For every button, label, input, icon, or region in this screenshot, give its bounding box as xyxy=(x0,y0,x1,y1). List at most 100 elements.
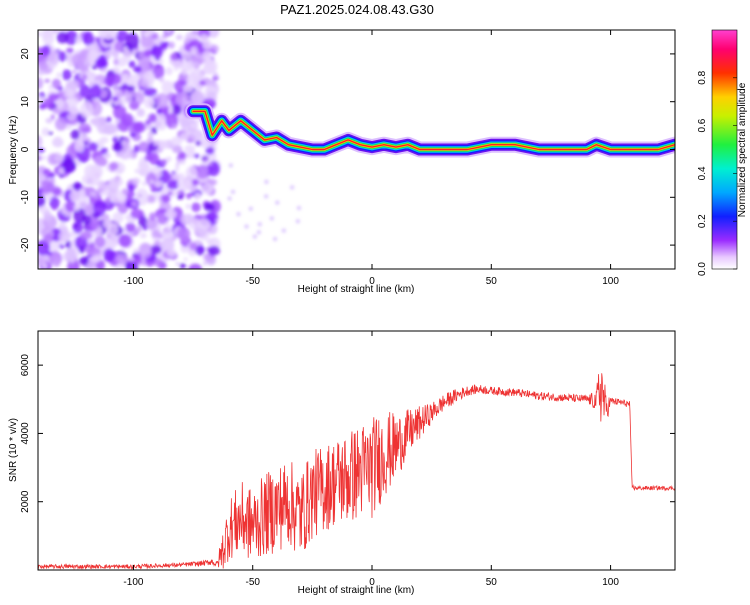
noise-blob xyxy=(47,49,60,65)
noise-blob xyxy=(82,74,88,81)
noise-blob xyxy=(79,84,91,98)
noise-blob xyxy=(132,121,146,133)
noise-blob xyxy=(185,165,198,180)
noise-blob xyxy=(114,119,121,124)
y-tick-label: 4000 xyxy=(20,422,31,445)
noise-blob xyxy=(183,83,194,93)
noise-blob xyxy=(256,230,261,235)
x-tick-label: -100 xyxy=(123,577,143,588)
noise-blob xyxy=(49,196,60,210)
noise-blob xyxy=(144,97,155,109)
noise-blob xyxy=(131,152,137,157)
colorbar-tick-label: 0.4 xyxy=(697,166,708,180)
noise-blob xyxy=(138,242,153,259)
noise-blob xyxy=(54,154,65,163)
noise-blob xyxy=(194,196,199,201)
noise-blob xyxy=(195,164,210,179)
snr-xlabel: Height of straight line (km) xyxy=(298,585,415,596)
noise-blob xyxy=(133,65,142,73)
noise-blob xyxy=(207,245,220,256)
spectrogram-xlabel: Height of straight line (km) xyxy=(298,284,415,295)
frequency-ridge-layer xyxy=(185,103,675,158)
noise-blob xyxy=(76,162,82,167)
figure-title: PAZ1.2025.024.08.43.G30 xyxy=(280,2,434,17)
noise-blob xyxy=(281,228,286,233)
noise-blob xyxy=(150,45,163,59)
noise-blob xyxy=(174,165,180,172)
noise-blob xyxy=(185,203,191,210)
noise-blob xyxy=(176,194,184,200)
noise-blob xyxy=(116,92,121,97)
noise-speckle-layer xyxy=(38,30,301,269)
noise-blob xyxy=(164,209,177,220)
noise-blob xyxy=(206,203,215,212)
x-tick-label: 50 xyxy=(486,577,498,588)
noise-blob xyxy=(139,78,149,88)
x-tick-label: 100 xyxy=(602,577,619,588)
noise-blob xyxy=(273,236,278,241)
noise-blob xyxy=(65,240,73,249)
noise-blob xyxy=(112,136,118,143)
noise-blob xyxy=(47,241,59,254)
noise-blob xyxy=(112,142,123,152)
noise-blob xyxy=(38,251,48,266)
noise-blob xyxy=(175,34,183,41)
noise-blob xyxy=(90,164,103,179)
noise-blob xyxy=(151,229,160,239)
noise-blob xyxy=(204,158,209,163)
noise-blob xyxy=(58,222,67,229)
noise-blob xyxy=(52,206,57,211)
noise-blob xyxy=(122,194,127,200)
noise-blob xyxy=(155,93,169,109)
x-tick-label: 0 xyxy=(369,276,375,287)
noise-blob xyxy=(160,238,175,252)
noise-blob xyxy=(179,116,189,128)
x-tick-label: 100 xyxy=(602,276,619,287)
noise-blob xyxy=(138,141,149,153)
colorbar-tick-label: 0.2 xyxy=(697,214,708,228)
noise-blob xyxy=(69,190,79,202)
noise-blob xyxy=(173,64,179,72)
noise-blob xyxy=(135,226,143,233)
noise-blob xyxy=(145,119,151,126)
noise-blob xyxy=(161,80,174,94)
y-tick-label: 6000 xyxy=(20,354,31,377)
noise-blob xyxy=(41,30,51,39)
noise-blob xyxy=(202,63,216,75)
noise-blob xyxy=(112,96,119,102)
noise-blob xyxy=(177,177,192,191)
noise-blob xyxy=(117,178,124,186)
noise-blob xyxy=(148,113,157,123)
noise-blob xyxy=(133,248,140,254)
noise-blob xyxy=(190,90,205,105)
noise-blob xyxy=(38,152,41,157)
noise-blob xyxy=(122,49,132,62)
noise-blob xyxy=(38,194,46,207)
noise-blob xyxy=(130,208,145,219)
noise-blob xyxy=(94,193,99,198)
noise-blob xyxy=(257,222,262,227)
noise-blob xyxy=(128,100,140,111)
noise-blob xyxy=(210,47,215,54)
noise-blob xyxy=(161,231,174,241)
noise-blob xyxy=(191,52,206,66)
noise-blob xyxy=(48,131,53,136)
noise-blob xyxy=(122,46,128,51)
noise-blob xyxy=(125,261,139,269)
noise-blob xyxy=(189,184,197,193)
noise-blob xyxy=(52,107,59,114)
noise-blob xyxy=(65,88,74,98)
noise-blob xyxy=(171,124,178,129)
noise-blob xyxy=(172,104,182,116)
noise-blob xyxy=(78,256,89,266)
noise-blob xyxy=(275,200,280,205)
noise-blob xyxy=(65,247,77,262)
noise-blob xyxy=(148,152,160,165)
noise-blob xyxy=(49,172,56,179)
noise-blob-group xyxy=(38,30,301,269)
noise-blob xyxy=(45,195,52,202)
noise-blob xyxy=(43,233,53,244)
noise-blob xyxy=(94,235,106,248)
noise-blob xyxy=(70,129,80,140)
noise-blob xyxy=(199,34,209,44)
